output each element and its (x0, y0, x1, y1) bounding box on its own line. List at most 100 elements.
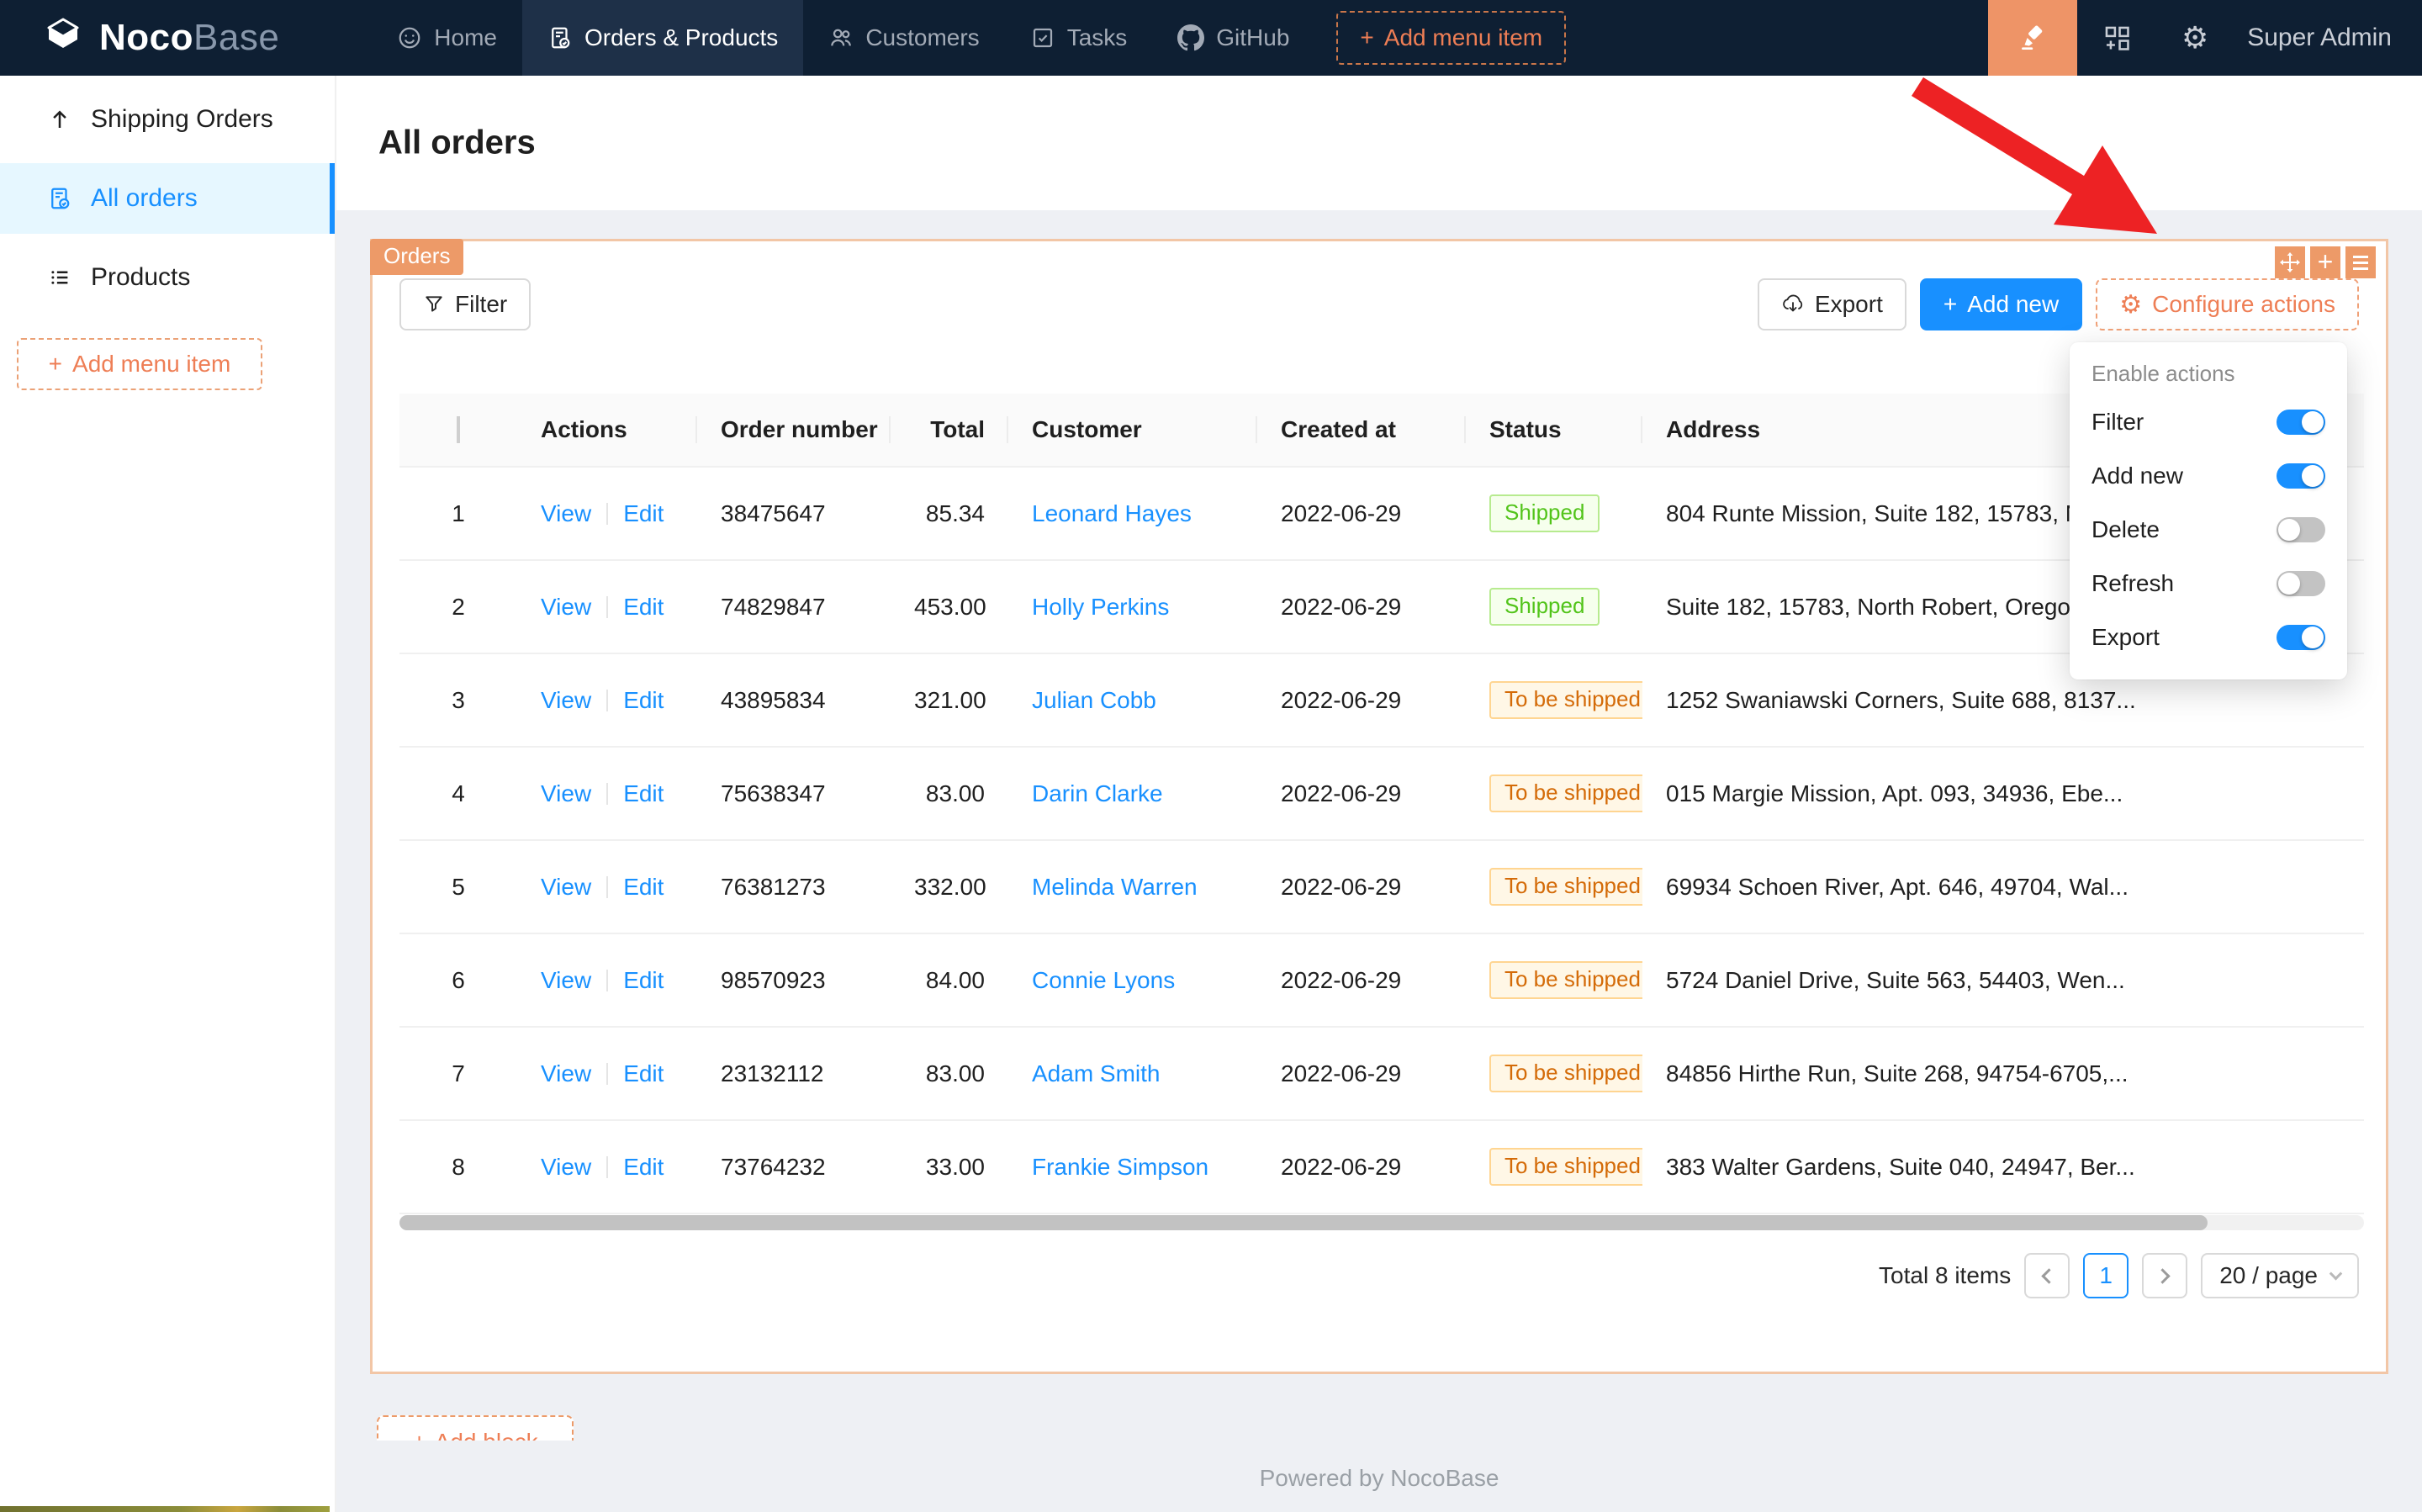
table-row: 5 View Edit 76381273 332.00 Melinda Warre… (399, 841, 2364, 934)
sidebar-item-all-orders[interactable]: All orders (0, 163, 335, 234)
edit-link[interactable]: Edit (623, 1153, 664, 1180)
prev-page-button[interactable] (2024, 1253, 2070, 1298)
block-menu-icon[interactable] (2345, 246, 2376, 278)
column-header-status[interactable]: Status (1466, 416, 1642, 443)
window-corner-wallpaper-sliver (0, 1506, 330, 1512)
edit-link[interactable]: Edit (623, 1060, 664, 1086)
filter-button[interactable]: Filter (399, 278, 531, 330)
ui-editor-button[interactable] (1987, 0, 2077, 76)
user-menu[interactable]: Super Admin (2247, 24, 2392, 51)
dropdown-title: Enable actions (2091, 361, 2235, 386)
view-link[interactable]: View (541, 780, 592, 806)
highlighter-icon (2017, 23, 2048, 53)
customer-link[interactable]: Darin Clarke (1032, 780, 1163, 806)
column-header-total[interactable]: Total (891, 416, 1008, 443)
navbar-add-menu-item-button[interactable]: + Add menu item (1336, 11, 1567, 65)
powered-by-footer: Powered by NocoBase (1259, 1465, 1499, 1491)
funnel-icon (423, 293, 445, 315)
refresh-toggle[interactable] (2277, 571, 2325, 596)
scrollbar-thumb[interactable] (399, 1215, 2208, 1230)
view-link[interactable]: View (541, 1060, 592, 1086)
view-link[interactable]: View (541, 686, 592, 713)
plus-icon: + (412, 1429, 426, 1441)
content-area: Orders + Filter (336, 210, 2422, 1512)
settings-gear-icon[interactable]: ⚙ (2181, 20, 2209, 56)
column-header-order-number[interactable]: Order number (697, 416, 891, 443)
document-check-icon (547, 25, 573, 50)
nav-item-tasks[interactable]: Tasks (1005, 0, 1153, 76)
page-size-select[interactable]: 20 / page (2201, 1253, 2359, 1298)
dropdown-item-add-new[interactable]: Add new (2070, 449, 2347, 503)
cloud-download-icon (1781, 293, 1805, 316)
page-1-button[interactable]: 1 (2083, 1253, 2129, 1298)
edit-link[interactable]: Edit (623, 500, 664, 526)
column-header-created-at[interactable]: Created at (1257, 416, 1466, 443)
sidebar-add-menu-item-button[interactable]: + Add menu item (17, 338, 262, 390)
add-new-button[interactable]: + Add new (1919, 278, 2083, 330)
next-page-button[interactable] (2142, 1253, 2188, 1298)
filter-toggle[interactable] (2277, 410, 2325, 435)
chevron-left-icon (2041, 1267, 2057, 1284)
customer-link[interactable]: Adam Smith (1032, 1060, 1161, 1086)
plus-icon: + (1360, 24, 1374, 50)
column-header-actions[interactable]: Actions (517, 416, 697, 443)
table-row: 3 View Edit 43895834 321.00 Julian Cobb 2… (399, 654, 2364, 748)
plus-icon: + (48, 351, 63, 377)
customer-link[interactable]: Melinda Warren (1032, 873, 1198, 900)
add-new-toggle[interactable] (2277, 463, 2325, 489)
table-row: 4 View Edit 75638347 83.00 Darin Clarke 2… (399, 748, 2364, 841)
dropdown-item-export[interactable]: Export (2070, 611, 2347, 664)
edit-link[interactable]: Edit (623, 873, 664, 900)
configure-actions-button[interactable]: ⚙ Configure actions (2096, 278, 2359, 330)
customer-link[interactable]: Holly Perkins (1032, 593, 1170, 620)
blocks-grid-icon[interactable] (2077, 0, 2156, 76)
edit-link[interactable]: Edit (623, 966, 664, 993)
customer-link[interactable]: Frankie Simpson (1032, 1153, 1209, 1180)
drag-move-icon[interactable] (2275, 246, 2305, 278)
block-collection-tag: Orders (370, 239, 464, 275)
plus-icon: + (1943, 291, 1958, 317)
sidebar-item-products[interactable]: Products (0, 242, 335, 313)
orders-table: Actions Order number Total Customer Crea… (399, 394, 2364, 1214)
customer-link[interactable]: Julian Cobb (1032, 686, 1156, 713)
status-badge: To be shipped (1489, 960, 1642, 1000)
edit-link[interactable]: Edit (623, 780, 664, 806)
nav-item-orders-products[interactable]: Orders & Products (522, 0, 804, 76)
nav-item-customers[interactable]: Customers (803, 0, 1004, 76)
delete-toggle[interactable] (2277, 517, 2325, 542)
status-badge: To be shipped (1489, 1147, 1642, 1187)
sidebar-item-shipping-orders[interactable]: Shipping Orders (0, 84, 335, 155)
view-link[interactable]: View (541, 1153, 592, 1180)
nav-item-home[interactable]: Home (372, 0, 522, 76)
edit-link[interactable]: Edit (623, 593, 664, 620)
column-header-address[interactable]: Address (1666, 416, 1761, 442)
sidebar: Shipping Orders All orders Products + Ad… (0, 76, 336, 1512)
status-badge: Shipped (1489, 494, 1600, 533)
status-badge: To be shipped (1489, 1054, 1642, 1093)
edit-link[interactable]: Edit (623, 686, 664, 713)
column-header-customer[interactable]: Customer (1008, 416, 1257, 443)
export-toggle[interactable] (2277, 625, 2325, 650)
view-link[interactable]: View (541, 966, 592, 993)
customer-link[interactable]: Leonard Hayes (1032, 500, 1192, 526)
brand-logo[interactable]: NocoBase (0, 0, 279, 76)
dropdown-item-filter[interactable]: Filter (2070, 395, 2347, 449)
dropdown-item-delete[interactable]: Delete (2070, 503, 2347, 557)
pagination: Total 8 items 1 20 / page (1879, 1253, 2359, 1298)
list-icon (47, 265, 72, 290)
cube-logo-icon (40, 15, 86, 61)
orders-block: Orders + Filter (370, 239, 2388, 1374)
chevron-right-icon (2155, 1267, 2171, 1284)
dropdown-item-refresh[interactable]: Refresh (2070, 557, 2347, 611)
nav-item-github[interactable]: GitHub (1152, 0, 1314, 76)
add-block-icon[interactable]: + (2310, 246, 2340, 278)
view-link[interactable]: View (541, 593, 592, 620)
view-link[interactable]: View (541, 500, 592, 526)
select-all-checkbox[interactable] (457, 416, 460, 443)
checkbox-check-icon (1030, 25, 1055, 50)
customer-link[interactable]: Connie Lyons (1032, 966, 1176, 993)
add-block-clipped: + Add block (377, 1415, 574, 1441)
export-button[interactable]: Export (1757, 278, 1906, 330)
view-link[interactable]: View (541, 873, 592, 900)
add-block-button[interactable]: + Add block (377, 1415, 574, 1441)
